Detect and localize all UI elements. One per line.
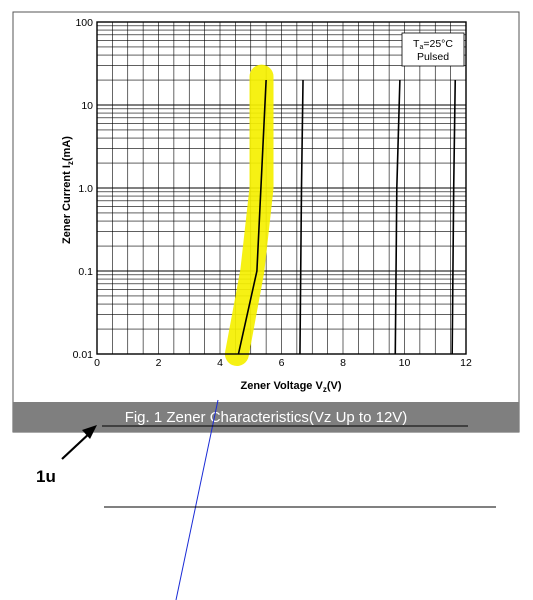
x-axis-title-unit: (V) — [327, 380, 342, 392]
legend-temperature: Ta=25°C — [413, 38, 453, 51]
x-tick-label: 6 — [279, 357, 285, 369]
highlight-stroke — [224, 64, 274, 366]
y-axis-title-unit: (mA) — [61, 136, 73, 161]
y-axis-title-sub: z — [66, 161, 75, 165]
series-line-4 — [451, 80, 457, 355]
series-line-2 — [299, 80, 304, 355]
series-line-3 — [394, 79, 401, 355]
legend-temperature-main: T — [413, 38, 420, 50]
x-axis-title: Zener Voltage Vz(V) — [241, 380, 342, 394]
x-tick-label: 8 — [340, 357, 346, 369]
markup-blue-line — [175, 399, 219, 600]
x-tick-labels: 0 2 4 6 8 10 12 — [94, 357, 472, 369]
legend-temperature-sub: a — [419, 44, 423, 51]
figure-caption: Fig. 1 Zener Characteristics(Vz Up to 12… — [125, 409, 408, 426]
caption-band — [13, 402, 519, 432]
x-tick-label: 0 — [94, 357, 100, 369]
annotation-arrow — [61, 425, 97, 460]
x-axis-title-main: Zener Voltage V — [241, 380, 324, 392]
legend-pulsed: Pulsed — [417, 51, 449, 63]
x-tick-label: 2 — [156, 357, 162, 369]
y-tick-label: 100 — [75, 17, 93, 29]
y-tick-label: 0.01 — [73, 349, 94, 361]
highlight-marker — [224, 64, 274, 366]
series-line-1 — [237, 79, 267, 355]
y-tick-label: 1.0 — [78, 183, 93, 195]
y-axis-title-main: Zener Current I — [61, 165, 73, 244]
x-tick-label: 4 — [217, 357, 223, 369]
y-tick-labels: 0.01 0.1 1.0 10 100 — [73, 17, 94, 361]
series-curves — [237, 79, 457, 355]
plot-border — [96, 21, 467, 355]
x-axis-title-sub: z — [323, 385, 327, 394]
annotation-arrow-head — [82, 425, 97, 439]
y-axis-title: Zener Current Iz(mA) — [61, 136, 75, 244]
annotation-arrow-shaft — [61, 430, 93, 460]
annotation-label: 1u — [36, 467, 56, 486]
legend-temperature-rest: =25°C — [423, 38, 453, 50]
legend-box: Ta=25°C Pulsed — [401, 32, 465, 67]
x-tick-label: 12 — [460, 357, 472, 369]
y-tick-label: 10 — [81, 100, 93, 112]
legend-box-bg — [401, 32, 465, 67]
x-tick-label: 10 — [399, 357, 411, 369]
y-tick-label: 0.1 — [78, 266, 93, 278]
